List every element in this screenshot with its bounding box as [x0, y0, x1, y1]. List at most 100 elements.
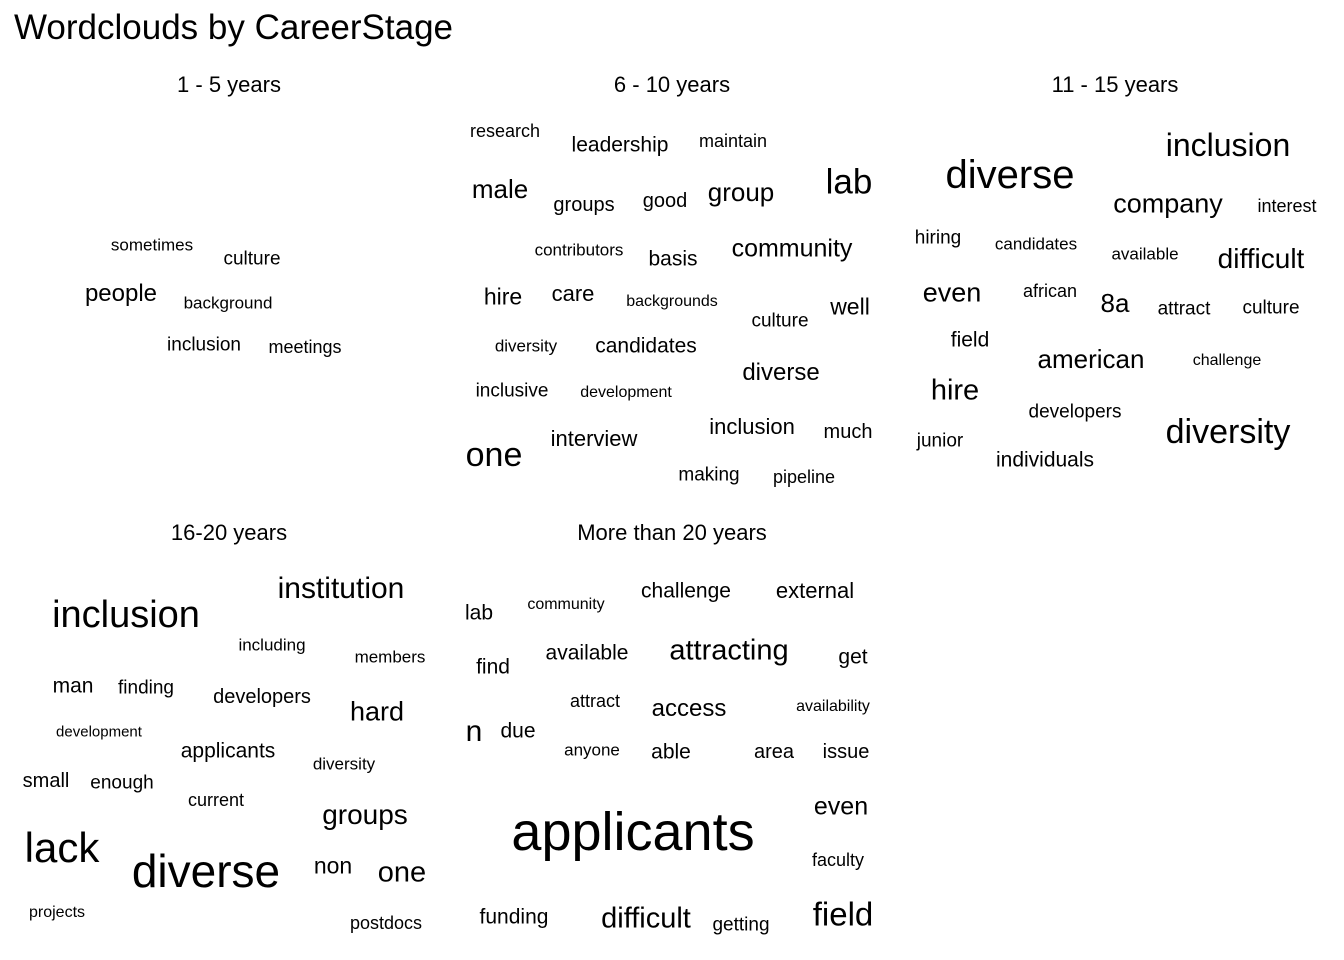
- word-african: african: [1022, 281, 1078, 301]
- word-much: much: [823, 421, 873, 443]
- word-lab: lab: [464, 601, 494, 625]
- word-candidates: candidates: [994, 234, 1078, 254]
- word-due: due: [500, 719, 536, 743]
- word-available: available: [1111, 244, 1179, 264]
- word-field: field: [812, 895, 874, 933]
- word-postdocs: postdocs: [349, 913, 423, 933]
- word-developers: developers: [213, 686, 311, 708]
- word-institution: institution: [277, 572, 405, 605]
- word-inclusive: inclusive: [475, 380, 549, 402]
- word-hire: hire: [483, 283, 523, 310]
- panel-title-more-than-20-years: More than 20 years: [577, 520, 767, 545]
- word-attracting: attracting: [669, 634, 789, 667]
- word-man: man: [52, 674, 94, 698]
- word-challenge: challenge: [641, 579, 731, 603]
- word-availability: availability: [796, 698, 870, 715]
- word-challenge: challenge: [1192, 352, 1262, 369]
- word-hire: hire: [930, 374, 980, 407]
- word-access: access: [651, 695, 727, 722]
- word-people: people: [84, 280, 158, 307]
- word-american: american: [1037, 344, 1145, 374]
- word-diverse: diverse: [131, 845, 281, 897]
- word-getting: getting: [712, 914, 770, 936]
- word-anyone: anyone: [564, 740, 620, 760]
- word-area: area: [753, 741, 795, 763]
- word-non: non: [313, 852, 353, 879]
- word-diversity: diversity: [312, 754, 376, 774]
- word-able: able: [651, 740, 691, 764]
- word-groups: groups: [553, 194, 615, 216]
- word-interest: interest: [1257, 196, 1317, 216]
- word-applicants: applicants: [180, 739, 276, 763]
- word-even: even: [813, 792, 869, 821]
- word-applicants: applicants: [511, 802, 755, 862]
- word-funding: funding: [479, 905, 549, 929]
- word-making: making: [678, 464, 740, 486]
- word-inclusion: inclusion: [1165, 127, 1291, 163]
- word-one: one: [377, 856, 427, 889]
- word-pipeline: pipeline: [772, 467, 836, 487]
- word-including: including: [238, 635, 306, 655]
- word-backgrounds: backgrounds: [626, 293, 718, 310]
- word-get: get: [838, 645, 868, 669]
- word-available: available: [545, 641, 629, 665]
- word-culture: culture: [223, 248, 281, 270]
- panel-title-1-5-years: 1 - 5 years: [177, 72, 281, 97]
- word-difficult: difficult: [1217, 243, 1305, 274]
- word-group: group: [707, 177, 775, 207]
- word-leadership: leadership: [571, 133, 669, 157]
- panel-title-16-20-years: 16-20 years: [170, 520, 288, 545]
- word-maintain: maintain: [698, 131, 768, 151]
- word-attract: attract: [569, 691, 621, 711]
- word-basis: basis: [648, 247, 698, 271]
- page-title: Wordclouds by CareerStage: [14, 8, 454, 47]
- word-small: small: [22, 770, 70, 792]
- word-diverse: diverse: [742, 359, 820, 386]
- word-community: community: [527, 596, 605, 613]
- word-faculty: faculty: [811, 850, 865, 870]
- word-candidates: candidates: [595, 334, 697, 358]
- word-interview: interview: [550, 426, 638, 451]
- word-inclusion: inclusion: [52, 594, 200, 636]
- word-development: development: [56, 723, 142, 741]
- word-well: well: [830, 293, 870, 320]
- word-lab: lab: [825, 162, 873, 202]
- word-members: members: [354, 647, 426, 667]
- word-attract: attract: [1157, 298, 1211, 320]
- word-inclusion: inclusion: [709, 414, 795, 439]
- word-development: development: [580, 384, 672, 401]
- word-diverse: diverse: [945, 153, 1075, 197]
- word-enough: enough: [90, 772, 154, 794]
- word-issue: issue: [822, 741, 870, 763]
- word-even: even: [922, 277, 982, 308]
- word-junior: junior: [916, 430, 964, 452]
- word-diversity: diversity: [494, 336, 558, 356]
- word-company: company: [1113, 188, 1223, 219]
- word-developers: developers: [1028, 401, 1122, 423]
- panel-title-11-15-years: 11 - 15 years: [1051, 72, 1179, 97]
- word-finding: finding: [118, 677, 174, 699]
- word-hard: hard: [349, 696, 405, 727]
- word-inclusion: inclusion: [167, 334, 241, 356]
- word-good: good: [642, 190, 688, 212]
- word-current: current: [187, 790, 245, 810]
- word-diversity: diversity: [1165, 413, 1291, 451]
- word-projects: projects: [28, 904, 86, 921]
- panel-title-6-10-years: 6 - 10 years: [613, 72, 731, 97]
- word-8a: 8a: [1100, 288, 1130, 318]
- word-groups: groups: [322, 799, 408, 830]
- word-care: care: [551, 281, 595, 306]
- word-meetings: meetings: [268, 337, 342, 357]
- word-external: external: [775, 578, 855, 603]
- word-one: one: [465, 436, 523, 474]
- word-research: research: [469, 121, 541, 141]
- word-culture: culture: [751, 310, 809, 332]
- word-community: community: [731, 234, 853, 263]
- word-difficult: difficult: [601, 902, 691, 935]
- word-contributors: contributors: [534, 240, 624, 260]
- word-individuals: individuals: [995, 448, 1095, 472]
- word-sometimes: sometimes: [110, 235, 194, 255]
- word-lack: lack: [24, 824, 100, 871]
- word-n: n: [465, 715, 483, 748]
- word-culture: culture: [1242, 297, 1300, 319]
